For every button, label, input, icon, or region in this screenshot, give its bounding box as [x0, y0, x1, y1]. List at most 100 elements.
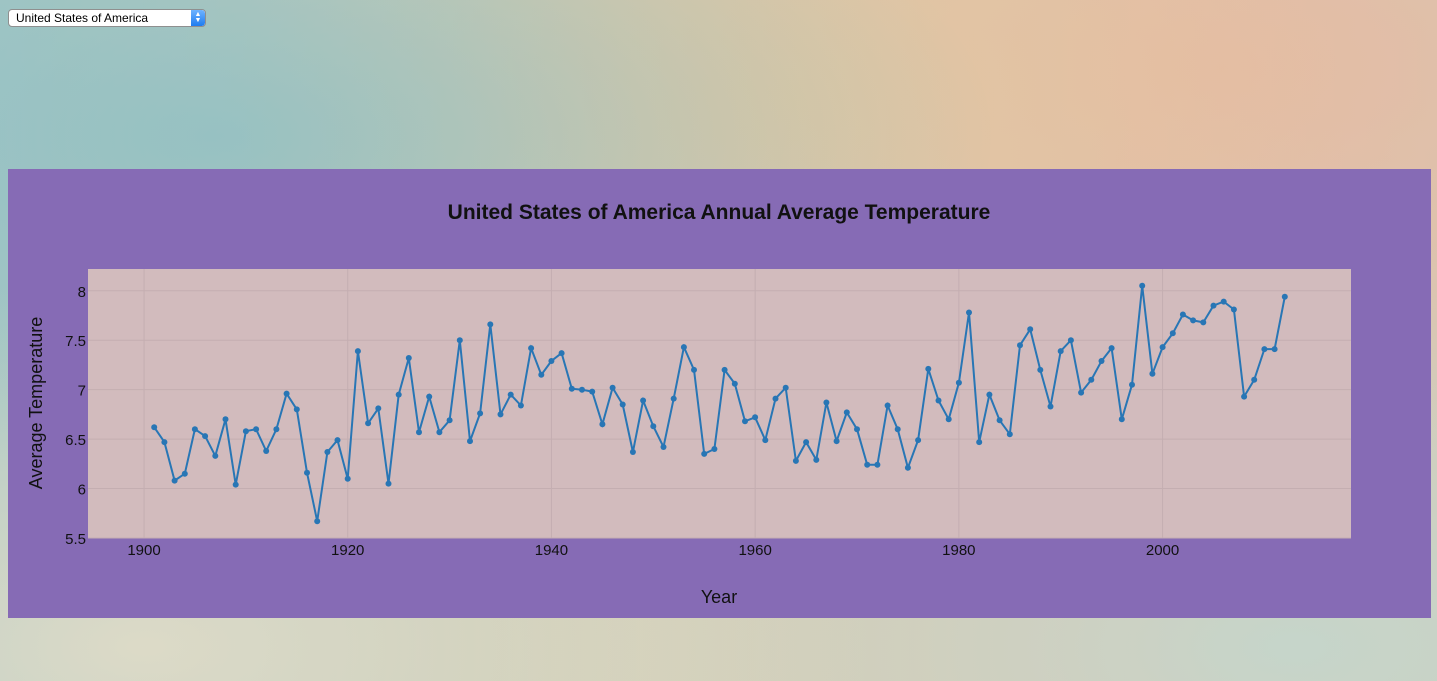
data-point[interactable] [650, 423, 657, 430]
data-point[interactable] [202, 433, 209, 440]
data-point[interactable] [1210, 302, 1217, 309]
data-point[interactable] [772, 395, 779, 402]
data-point[interactable] [1139, 282, 1146, 289]
data-point[interactable] [579, 386, 585, 393]
data-point[interactable] [864, 461, 871, 468]
data-point[interactable] [660, 444, 667, 450]
data-point[interactable] [324, 449, 331, 455]
data-point[interactable] [1006, 431, 1013, 438]
data-point[interactable] [467, 438, 473, 445]
data-point[interactable] [803, 439, 810, 446]
data-point[interactable] [517, 402, 524, 409]
data-point[interactable] [1179, 311, 1186, 318]
data-point[interactable] [1057, 348, 1064, 355]
data-point[interactable] [966, 309, 972, 316]
country-select[interactable]: United States of America ▲ ▼ [8, 9, 206, 27]
data-point[interactable] [1129, 381, 1135, 388]
data-point[interactable] [874, 461, 881, 468]
data-point[interactable] [935, 397, 942, 404]
data-point[interactable] [242, 428, 249, 435]
data-point[interactable] [823, 399, 830, 406]
data-point[interactable] [568, 385, 575, 392]
data-point[interactable] [314, 518, 321, 525]
data-point[interactable] [680, 344, 687, 351]
data-point[interactable] [507, 391, 514, 398]
data-point[interactable] [283, 390, 290, 397]
data-point[interactable] [487, 321, 494, 328]
data-point[interactable] [263, 448, 270, 454]
data-point[interactable] [1098, 358, 1105, 364]
data-point[interactable] [1047, 403, 1054, 410]
data-point[interactable] [1200, 319, 1207, 326]
data-point[interactable] [640, 397, 647, 404]
data-point[interactable] [762, 437, 769, 444]
data-point[interactable] [558, 350, 565, 357]
data-point[interactable] [589, 388, 596, 395]
data-point[interactable] [609, 384, 616, 391]
data-point[interactable] [1078, 389, 1085, 396]
data-point[interactable] [334, 437, 341, 444]
data-point[interactable] [344, 475, 351, 482]
data-point[interactable] [1108, 345, 1115, 352]
data-point[interactable] [497, 411, 504, 418]
data-point[interactable] [212, 452, 219, 459]
data-point[interactable] [538, 371, 545, 378]
data-point[interactable] [151, 424, 158, 431]
data-point[interactable] [405, 355, 412, 361]
data-point[interactable] [385, 480, 392, 487]
data-point[interactable] [395, 391, 402, 398]
data-point[interactable] [273, 426, 280, 433]
data-point[interactable] [1281, 293, 1288, 300]
data-point[interactable] [1159, 344, 1166, 351]
data-point[interactable] [1149, 370, 1156, 377]
data-point[interactable] [996, 417, 1003, 424]
data-point[interactable] [731, 380, 738, 387]
data-point[interactable] [925, 365, 932, 372]
data-point[interactable] [945, 416, 952, 423]
data-point[interactable] [915, 437, 922, 444]
data-point[interactable] [670, 395, 677, 402]
data-point[interactable] [222, 416, 229, 423]
data-point[interactable] [456, 337, 463, 344]
data-point[interactable] [1241, 393, 1248, 400]
data-point[interactable] [1088, 376, 1095, 383]
data-point[interactable] [976, 439, 983, 446]
data-point[interactable] [894, 426, 901, 433]
data-point[interactable] [843, 409, 850, 416]
data-point[interactable] [1261, 346, 1268, 353]
data-point[interactable] [792, 457, 799, 464]
data-point[interactable] [1190, 317, 1197, 324]
data-point[interactable] [599, 421, 606, 428]
data-point[interactable] [293, 406, 300, 413]
data-point[interactable] [365, 420, 372, 427]
data-point[interactable] [477, 410, 484, 417]
data-point[interactable] [782, 384, 789, 391]
data-point[interactable] [446, 417, 453, 424]
data-point[interactable] [884, 402, 891, 409]
data-point[interactable] [629, 449, 636, 455]
data-point[interactable] [1037, 366, 1044, 373]
data-point[interactable] [691, 366, 697, 373]
data-point[interactable] [813, 456, 820, 463]
data-point[interactable] [181, 470, 188, 477]
data-point[interactable] [436, 429, 443, 436]
data-point[interactable] [1220, 298, 1227, 305]
data-point[interactable] [1017, 342, 1023, 349]
data-point[interactable] [191, 426, 198, 433]
data-point[interactable] [1230, 306, 1237, 313]
data-point[interactable] [955, 379, 962, 386]
data-point[interactable] [171, 477, 178, 484]
data-point[interactable] [904, 464, 911, 471]
data-point[interactable] [833, 438, 840, 445]
data-point[interactable] [1271, 346, 1278, 353]
data-point[interactable] [416, 429, 422, 436]
data-point[interactable] [304, 469, 310, 476]
data-point[interactable] [854, 426, 860, 433]
data-point[interactable] [1251, 376, 1258, 383]
data-point[interactable] [232, 481, 239, 488]
data-point[interactable] [253, 426, 260, 433]
data-point[interactable] [742, 418, 748, 425]
data-point[interactable] [986, 391, 993, 398]
data-point[interactable] [752, 414, 759, 421]
data-point[interactable] [701, 450, 708, 457]
